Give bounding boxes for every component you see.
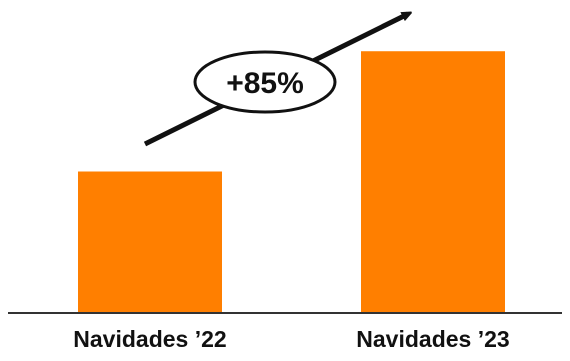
growth-badge-outline — [193, 50, 337, 114]
growth-badge: +85% — [193, 50, 337, 114]
category-label-2023: Navidades ’23 — [356, 326, 510, 352]
bar-2 — [361, 51, 505, 313]
bars-group — [78, 51, 505, 313]
growth-label: +85% — [226, 67, 304, 100]
bar-1 — [78, 171, 222, 313]
category-label-2022: Navidades ’22 — [73, 326, 227, 352]
